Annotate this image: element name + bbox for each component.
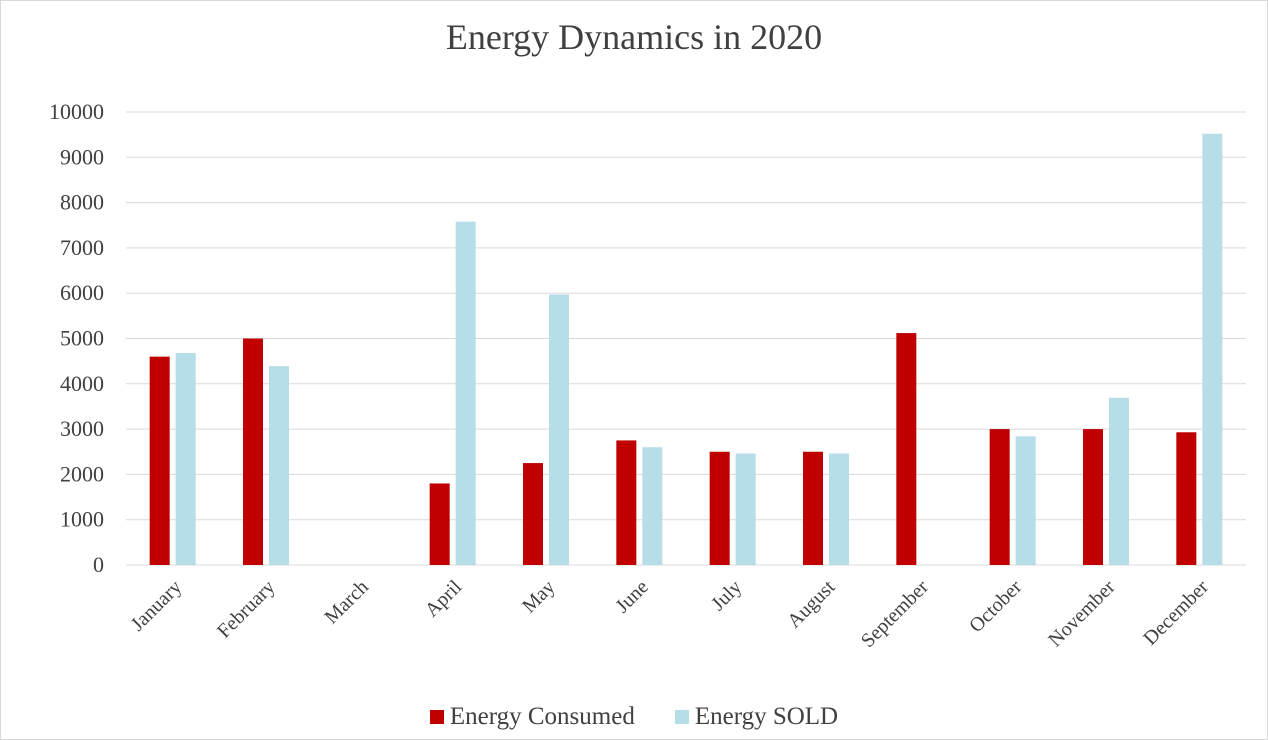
y-tick-label: 2000	[60, 461, 104, 486]
x-tick-label: September	[857, 576, 933, 652]
bar-energy-consumed	[1083, 429, 1103, 565]
bar-energy-consumed	[429, 483, 450, 565]
y-tick-label: 10000	[49, 99, 104, 124]
y-tick-label: 9000	[60, 144, 104, 169]
x-tick-label: August	[783, 576, 840, 633]
x-tick-label: June	[611, 576, 653, 618]
x-tick-label: February	[213, 576, 280, 643]
bar-energy-sold	[735, 453, 756, 565]
x-tick-label: December	[1139, 576, 1213, 650]
x-tick-label: March	[320, 576, 372, 628]
legend-item-consumed: Energy Consumed	[429, 703, 635, 731]
x-tick-label: November	[1044, 576, 1119, 651]
bar-energy-sold	[642, 447, 663, 565]
chart-plot: 0 1000 2000 3000 4000 5000 6000 7000 8000 9000 100…	[49, 99, 1246, 652]
bar-energy-consumed	[896, 333, 917, 565]
x-tick-label: October	[965, 576, 1026, 637]
bar-energy-consumed	[709, 451, 730, 565]
bar-energy-consumed	[616, 440, 637, 565]
bar-energy-sold	[455, 221, 476, 565]
bar-energy-consumed	[149, 356, 170, 565]
chart-title: Energy Dynamics in 2020	[445, 17, 823, 57]
bar-energy-sold	[175, 352, 196, 565]
y-tick-label: 5000	[60, 326, 104, 351]
y-tick-label: 3000	[60, 416, 104, 441]
y-tick-label: 6000	[60, 280, 104, 305]
chart-legend: Energy Consumed Energy SOLD	[0, 703, 1268, 731]
bar-energy-sold	[1015, 436, 1036, 565]
y-tick-label: 4000	[60, 371, 104, 396]
y-tick-label: 0	[93, 552, 104, 577]
x-tick-label: July	[707, 576, 746, 615]
x-tick-label: May	[518, 576, 559, 617]
x-tick-label: April	[421, 576, 467, 622]
y-tick-label: 1000	[60, 507, 104, 532]
bar-energy-sold	[829, 453, 849, 565]
bar-energy-consumed	[243, 338, 263, 565]
y-tick-label: 7000	[60, 235, 104, 260]
bar-energy-consumed	[523, 463, 543, 565]
bar-energy-sold	[549, 294, 569, 565]
bar-energy-sold	[1202, 133, 1223, 565]
legend-swatch-sold	[674, 710, 689, 724]
legend-swatch-consumed	[429, 710, 444, 724]
x-tick-label: January	[127, 576, 187, 636]
bar-energy-consumed	[803, 451, 823, 565]
legend-item-sold: Energy SOLD	[674, 703, 839, 731]
bar-energy-consumed	[1176, 432, 1197, 565]
bar-energy-sold	[1109, 397, 1129, 565]
legend-label-consumed: Energy Consumed	[449, 703, 635, 730]
bar-energy-consumed	[989, 429, 1010, 565]
legend-label-sold: Energy SOLD	[694, 703, 839, 730]
bar-energy-sold	[269, 366, 289, 565]
y-tick-label: 8000	[60, 190, 104, 215]
